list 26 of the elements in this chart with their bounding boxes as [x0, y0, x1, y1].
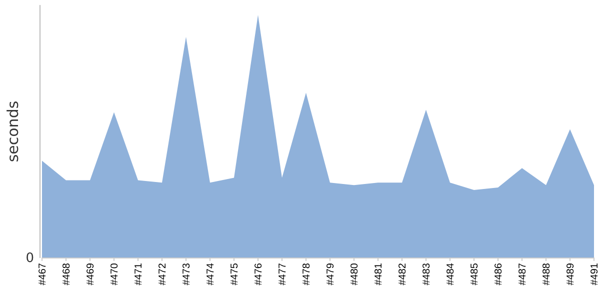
x-tick-label: #474 — [206, 262, 216, 286]
x-tick-label: #470 — [110, 262, 120, 286]
x-tick-label: #475 — [230, 262, 240, 286]
x-tick-label: #468 — [62, 262, 72, 286]
x-tick-label: #480 — [350, 262, 360, 286]
x-tick-label: #471 — [134, 262, 144, 286]
x-tick-label: #467 — [38, 262, 48, 286]
x-tick-label: #477 — [278, 262, 288, 286]
x-tick-label: #478 — [302, 262, 312, 286]
x-tick-label: #482 — [398, 262, 408, 286]
x-tick-label: #491 — [590, 262, 600, 286]
x-tick-label: #488 — [542, 262, 552, 286]
x-tick-label: #487 — [518, 262, 528, 286]
x-tick-label: #486 — [494, 262, 504, 286]
x-tick-label: #489 — [566, 262, 576, 286]
x-tick-label: #481 — [374, 262, 384, 286]
text: 0 — [26, 251, 34, 266]
x-tick-label: #472 — [158, 262, 168, 286]
x-tick-label: #469 — [86, 262, 96, 286]
x-tick-label: #485 — [470, 262, 480, 286]
x-tick-label: #479 — [326, 262, 336, 286]
x-tick-label: #484 — [446, 262, 456, 286]
y-axis-title: seconds — [4, 100, 22, 162]
x-tick-label: #483 — [422, 262, 432, 286]
x-tick-label: #473 — [182, 262, 192, 286]
x-tick-label: #476 — [254, 262, 264, 286]
